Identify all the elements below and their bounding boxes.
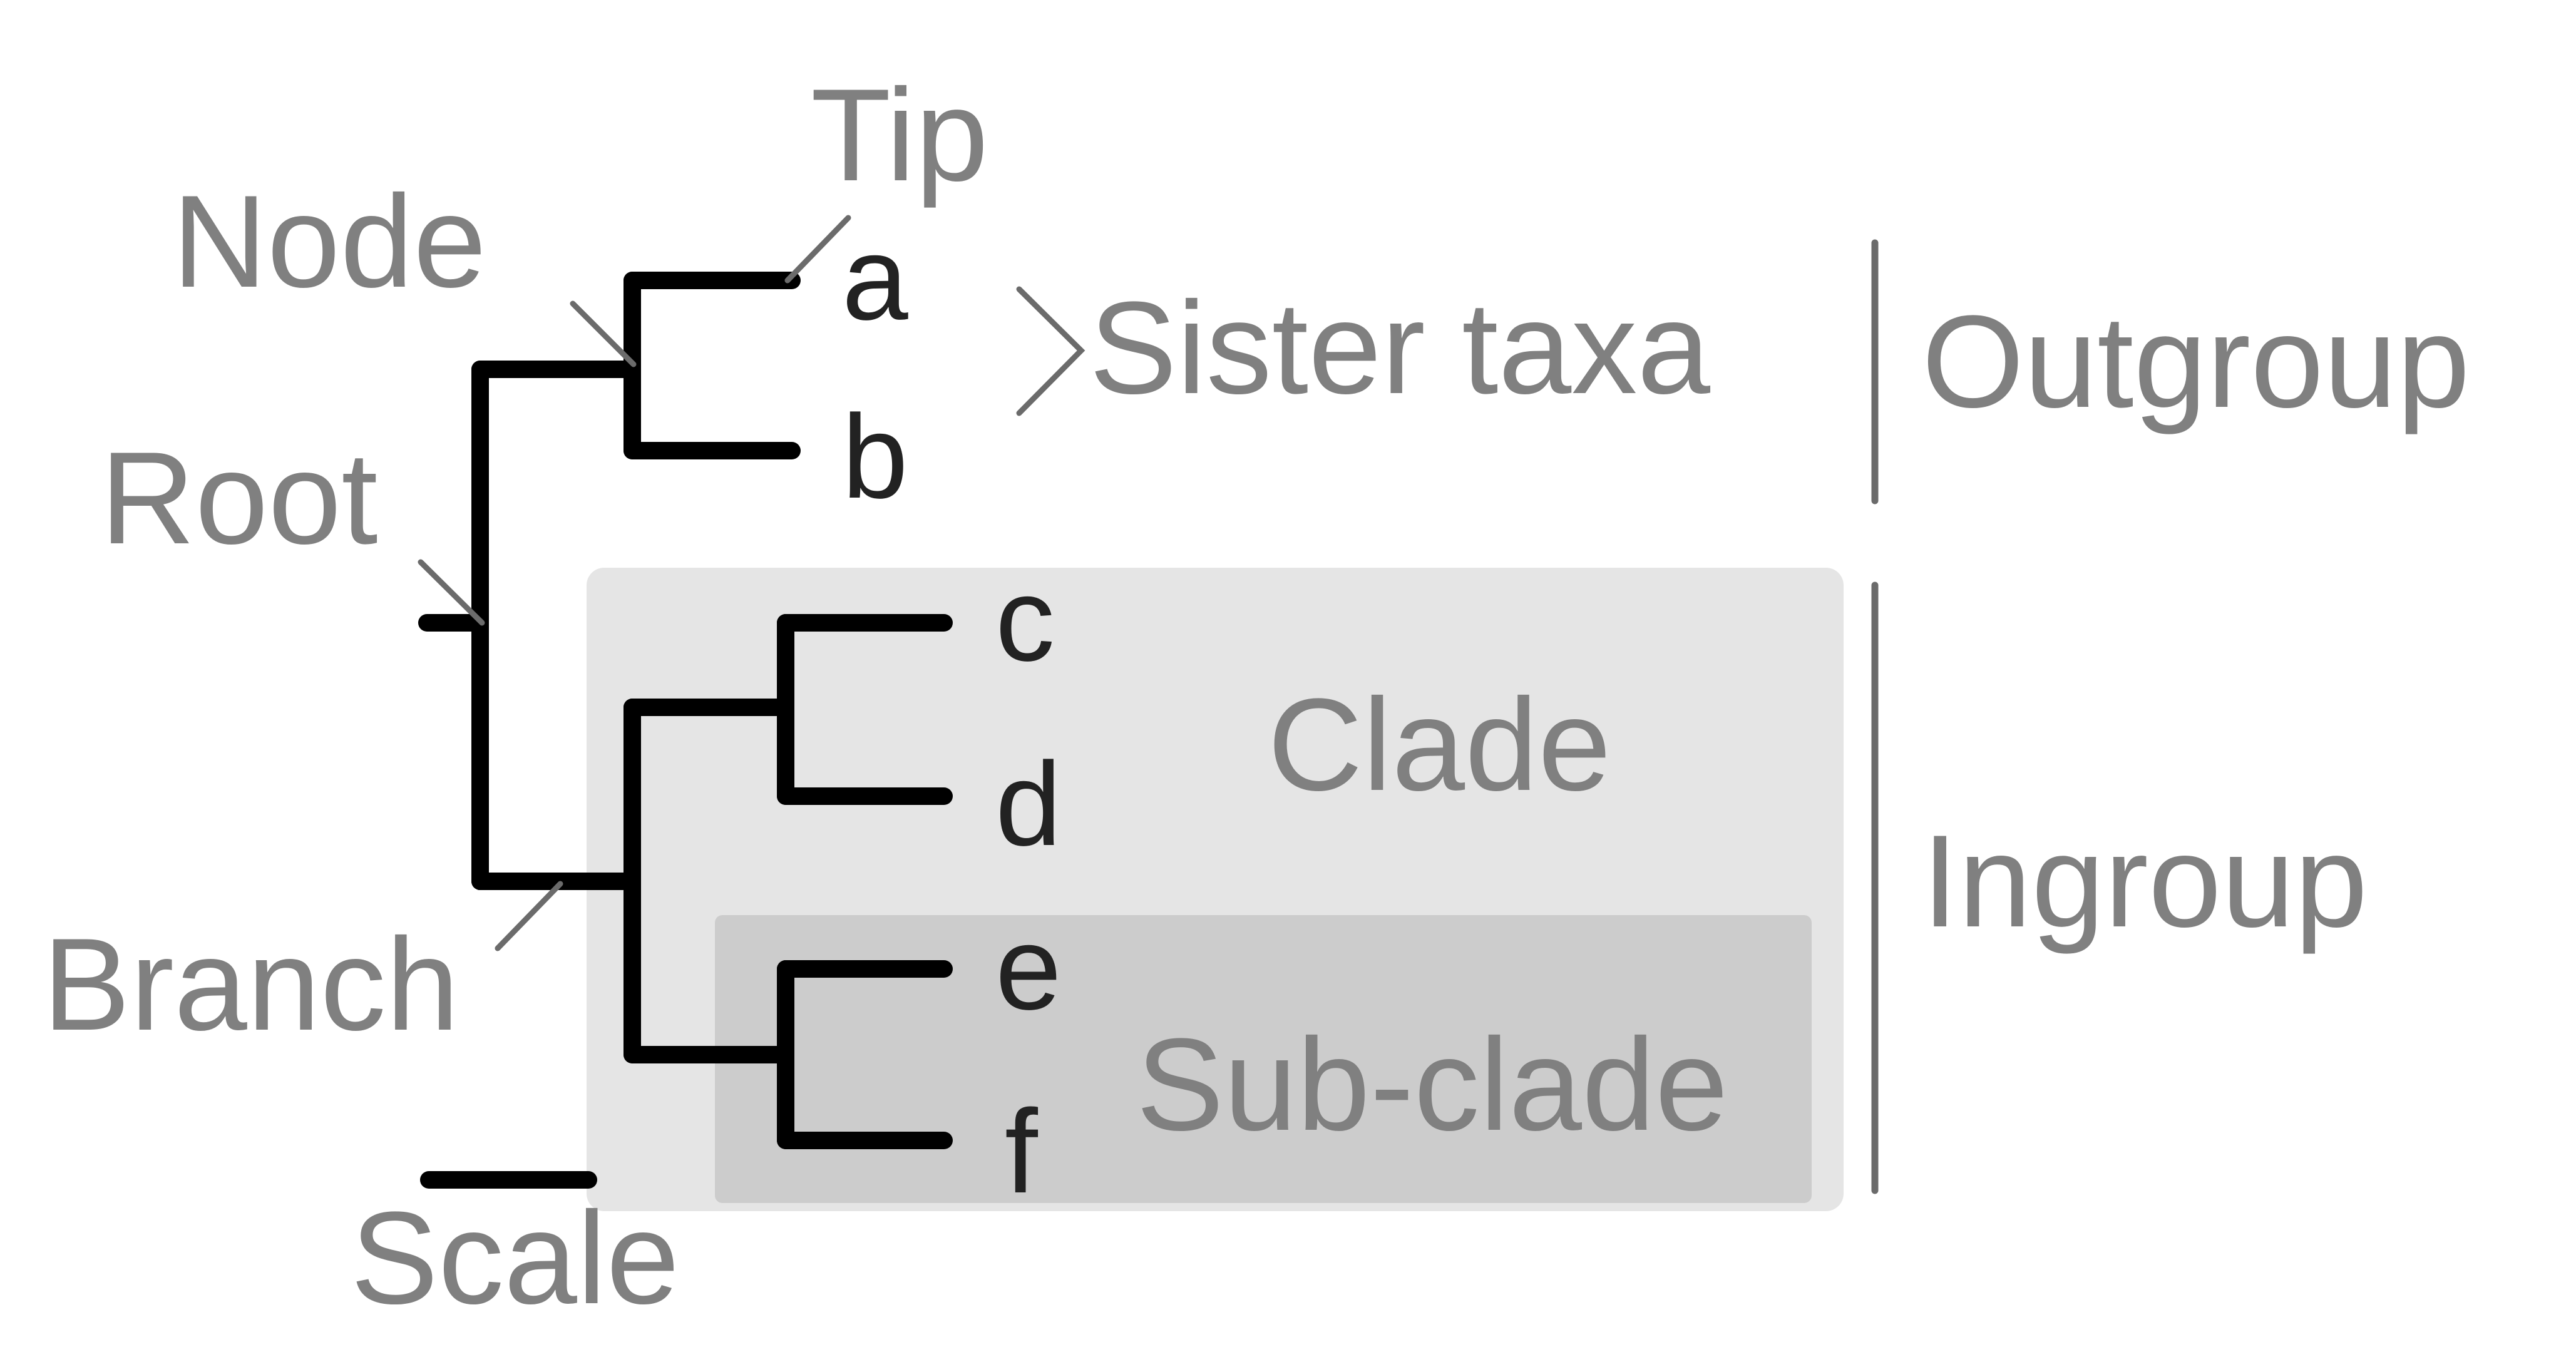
outgroup-annotation: Outgroup <box>1922 288 2470 435</box>
ingroup-annotation: Ingroup <box>1922 807 2368 955</box>
tip-label-b: b <box>842 391 908 523</box>
sister-taxa-bracket <box>1016 286 1085 416</box>
tip-label-e: e <box>995 902 1062 1035</box>
pointer-lines <box>418 215 1085 951</box>
branch-annotation: Branch <box>43 911 459 1058</box>
node-annotation: Node <box>172 168 486 315</box>
tree-branches <box>418 272 953 1189</box>
root-pointer <box>418 559 485 626</box>
tip-pointer <box>784 215 851 284</box>
tip-label-c: c <box>995 553 1055 686</box>
scale-annotation: Scale <box>351 1184 679 1331</box>
clade-annotation: Clade <box>1268 671 1611 818</box>
root-annotation: Root <box>100 424 378 571</box>
tip-label-d: d <box>995 738 1062 871</box>
tip-label-a: a <box>842 212 908 345</box>
branch-pointer <box>495 881 563 951</box>
sub-clade-annotation: Sub-clade <box>1136 1011 1728 1158</box>
sub-clade-box <box>715 915 1812 1203</box>
tip-annotation: Tip <box>811 61 988 208</box>
tip-label-f: f <box>1005 1085 1039 1218</box>
node-pointer <box>570 300 637 367</box>
sister-taxa-annotation: Sister taxa <box>1089 274 1710 421</box>
